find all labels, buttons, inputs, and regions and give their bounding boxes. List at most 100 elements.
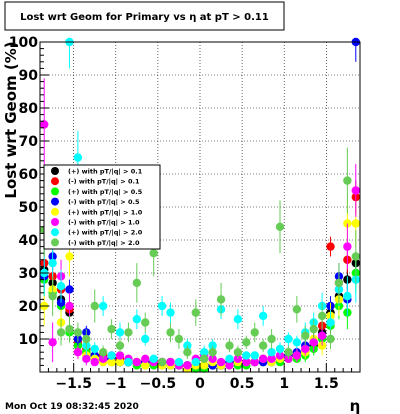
data-point	[284, 334, 293, 344]
data-point	[141, 361, 150, 370]
legend-label: (+) with pT/|q| > 0.5	[68, 188, 143, 197]
data-point	[174, 357, 184, 367]
data-point	[98, 301, 108, 311]
data-point	[284, 348, 293, 357]
legend-label: (-) with pT/|q| > 2.0	[68, 239, 140, 248]
data-point	[233, 348, 243, 357]
data-point	[183, 341, 192, 350]
data-point	[141, 318, 150, 327]
data-point	[351, 219, 360, 228]
data-point	[343, 291, 352, 301]
data-point	[200, 354, 209, 363]
data-point	[157, 301, 167, 311]
data-point	[132, 315, 142, 324]
data-point	[242, 351, 251, 360]
legend-label: (-) with pT/|q| > 1.0	[68, 219, 140, 228]
data-point	[317, 331, 327, 340]
data-point	[124, 357, 133, 367]
legend-marker	[51, 167, 59, 175]
data-point	[301, 344, 310, 354]
data-point	[98, 348, 108, 357]
data-point	[208, 348, 217, 357]
grid-lines	[40, 41, 360, 372]
data-point	[200, 361, 209, 370]
data-point	[275, 344, 285, 354]
data-point	[90, 301, 99, 311]
data-point	[166, 308, 175, 317]
data-point	[225, 354, 234, 363]
x-tick-label: 1	[279, 376, 289, 392]
x-axis-label: η	[350, 397, 361, 414]
data-point	[292, 305, 302, 314]
data-point	[132, 357, 142, 367]
data-point	[115, 351, 125, 360]
y-tick-label: 70	[19, 134, 39, 150]
axes: −1.5 −1 −0.5 0 0.5 1 1.5 10 20 30 40 50 60 70 80 90 100	[9, 35, 353, 392]
legend-label: (-) with pT/|q| > 0.1	[68, 178, 140, 187]
data-point	[166, 328, 175, 337]
legend-label: (+) with pT/|q| > 2.0	[68, 229, 143, 238]
legend-marker	[51, 238, 59, 247]
data-point	[326, 334, 335, 344]
data-point	[191, 357, 200, 367]
data-point	[191, 308, 200, 317]
data-point	[258, 341, 268, 350]
legend: (+) with pT/|q| > 0.1(-) with pT/|q| > 0…	[43, 164, 161, 250]
data-point	[208, 341, 217, 350]
data-point	[267, 334, 276, 344]
legend-marker	[51, 218, 59, 226]
legend-box	[43, 164, 161, 250]
data-point	[141, 334, 150, 344]
data-point	[258, 311, 268, 321]
data-point	[90, 357, 99, 367]
y-tick-label: 60	[19, 167, 39, 183]
data-point	[343, 242, 352, 251]
y-tick-label: 100	[9, 35, 38, 51]
data-point	[258, 354, 268, 363]
data-point	[174, 334, 184, 344]
chart-title: Lost wrt Geom for Primary vs η at pT > 0…	[20, 12, 269, 23]
y-tick-label: 80	[19, 101, 39, 117]
legend-marker	[51, 197, 59, 206]
data-point	[124, 328, 133, 337]
data-point	[334, 278, 344, 288]
data-point	[40, 120, 49, 129]
data-point	[56, 282, 66, 291]
data-point	[149, 249, 158, 258]
legend-label: (+) with pT/|q| > 0.1	[68, 168, 143, 177]
data-point	[309, 338, 318, 347]
timestamp: Mon Oct 19 08:32:45 2020	[5, 402, 139, 412]
data-point	[292, 351, 302, 360]
data-point	[157, 357, 167, 367]
data-point	[90, 344, 99, 354]
data-point	[250, 357, 259, 367]
data-point	[317, 311, 327, 321]
data-point	[115, 357, 125, 367]
x-tick-label: −1	[105, 376, 126, 392]
y-tick-label: 20	[19, 299, 39, 315]
data-point	[48, 338, 57, 347]
data-point	[267, 354, 276, 363]
x-tick-label: 0.5	[230, 376, 255, 392]
data-point	[250, 351, 259, 360]
data-point	[48, 258, 57, 268]
data-point	[250, 328, 259, 337]
y-tick-label: 50	[19, 200, 39, 216]
legend-label: (-) with pT/|q| > 0.5	[68, 198, 140, 207]
data-point	[200, 348, 209, 357]
data-point	[141, 354, 150, 363]
data-point	[107, 357, 116, 367]
legend-marker	[51, 207, 59, 216]
data-point	[309, 324, 318, 334]
data-point	[65, 252, 74, 261]
data-point	[351, 252, 360, 261]
x-tick-label: −0.5	[140, 376, 177, 392]
data-point	[166, 357, 175, 367]
series-7	[40, 147, 360, 367]
data-series	[40, 37, 360, 373]
y-tick-label: 40	[19, 233, 39, 249]
data-point	[107, 324, 116, 334]
data-point	[267, 348, 276, 357]
data-point	[132, 278, 142, 288]
